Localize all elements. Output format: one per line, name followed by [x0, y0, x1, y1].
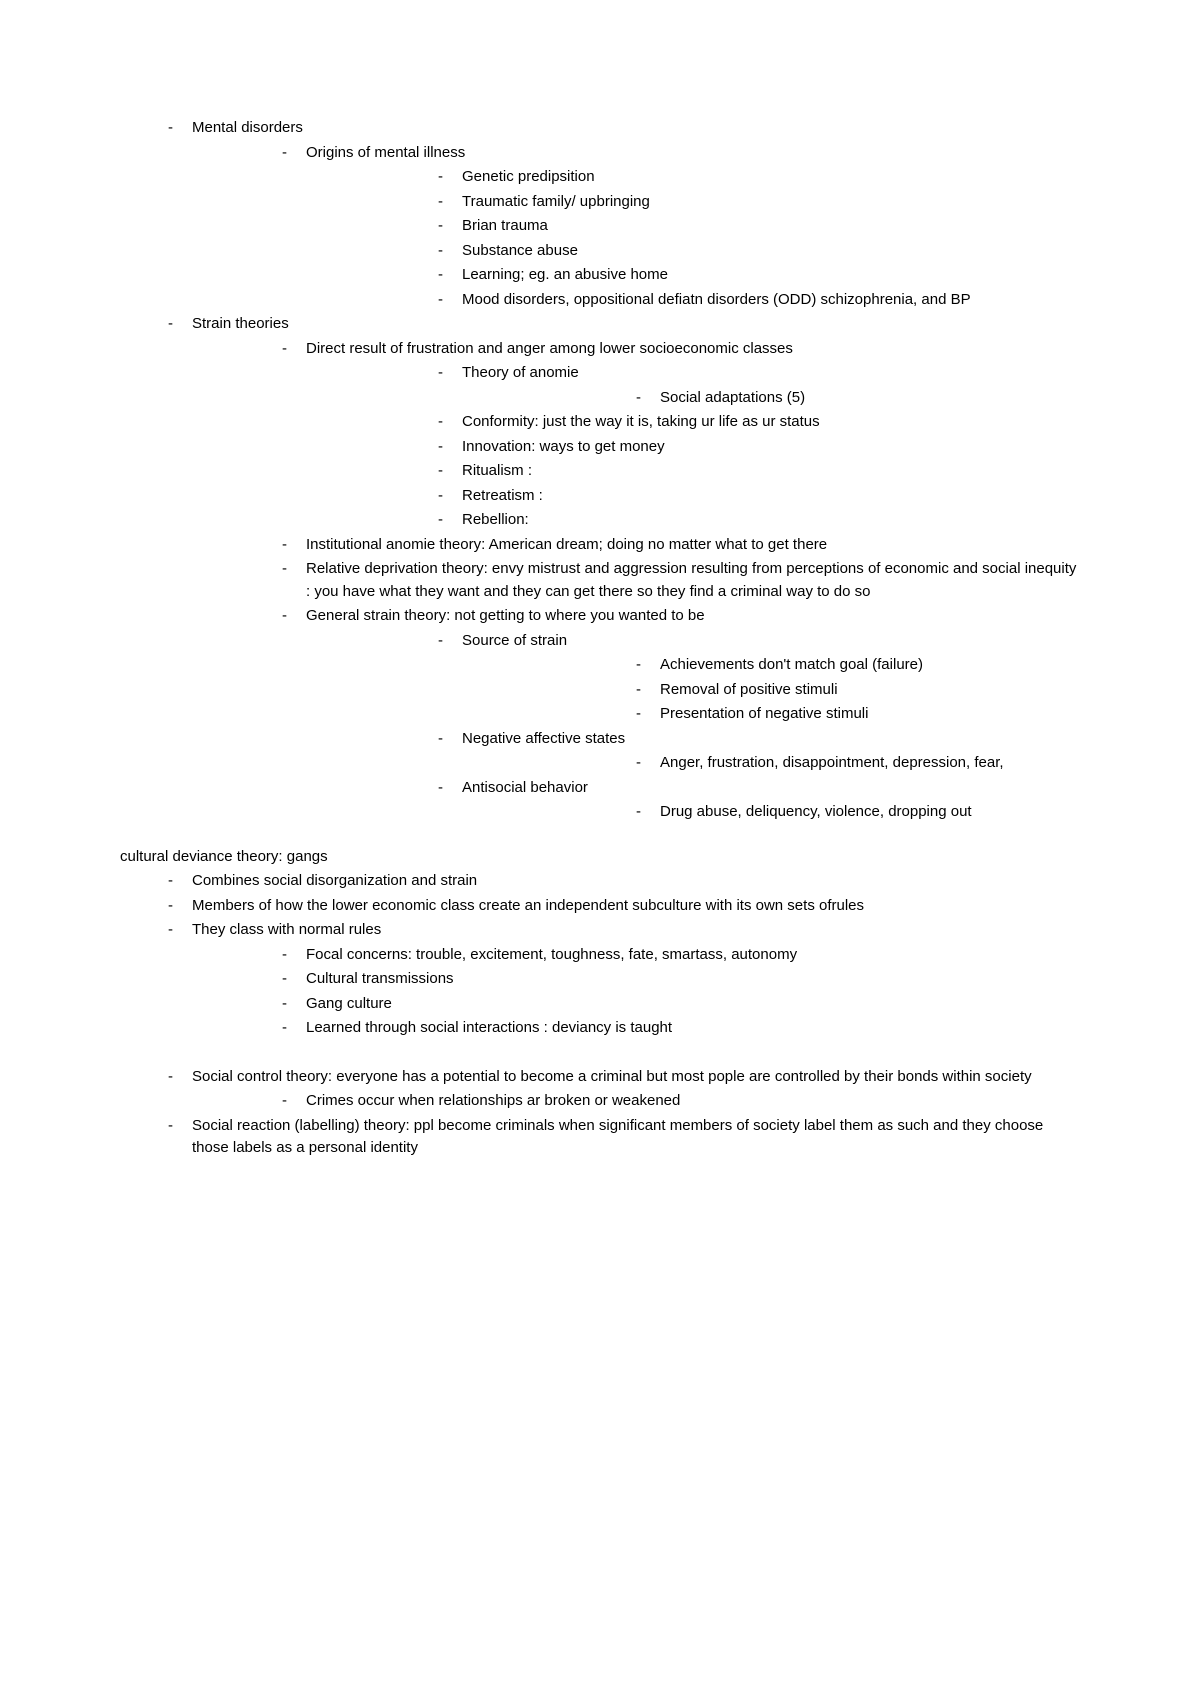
list-item: Genetic predipsition — [420, 166, 1080, 189]
item-text: Presentation of negative stimuli — [660, 705, 868, 722]
blank-line — [120, 1042, 1080, 1064]
list-item: Mental disorders Origins of mental illne… — [150, 117, 1080, 311]
item-text: Genetic predipsition — [462, 168, 595, 185]
list-item: General strain theory: not getting to wh… — [264, 605, 1080, 824]
item-text: Anger, frustration, disappointment, depr… — [660, 754, 1004, 771]
list-item: Institutional anomie theory: American dr… — [264, 534, 1080, 557]
list-item: Presentation of negative stimuli — [618, 703, 1080, 726]
list-item: Focal concerns: trouble, excitement, tou… — [264, 944, 1080, 967]
item-text: Combines social disorganization and stra… — [192, 872, 477, 889]
list-item: Theory of anomie Social adaptations (5) — [420, 362, 1080, 409]
item-text: Cultural transmissions — [306, 970, 454, 987]
item-text: Achievements don't match goal (failure) — [660, 656, 923, 673]
item-text: Social adaptations (5) — [660, 389, 805, 406]
item-text: Retreatism : — [462, 487, 543, 504]
item-text: Relative deprivation theory: envy mistru… — [306, 560, 1076, 600]
item-text: Conformity: just the way it is, taking u… — [462, 413, 820, 430]
list-item: Direct result of frustration and anger a… — [264, 338, 1080, 532]
document-page: Mental disorders Origins of mental illne… — [0, 0, 1200, 1695]
list-item: Source of strain Achievements don't matc… — [420, 630, 1080, 726]
list-item: Social adaptations (5) — [618, 387, 1080, 410]
item-text: They class with normal rules — [192, 921, 381, 938]
list-item: Members of how the lower economic class … — [150, 895, 1080, 918]
item-text: Crimes occur when relationships ar broke… — [306, 1092, 680, 1109]
item-text: Origins of mental illness — [306, 144, 465, 161]
list-item: Social control theory: everyone has a po… — [150, 1066, 1080, 1113]
item-text: Source of strain — [462, 632, 567, 649]
outline-root: Mental disorders Origins of mental illne… — [120, 117, 1080, 824]
item-text: Traumatic family/ upbringing — [462, 193, 650, 210]
item-text: Social control theory: everyone has a po… — [192, 1068, 1032, 1085]
item-text: Antisocial behavior — [462, 779, 588, 796]
item-text: Gang culture — [306, 995, 392, 1012]
list-item: Mood disorders, oppositional defiatn dis… — [420, 289, 1080, 312]
item-text: Innovation: ways to get money — [462, 438, 665, 455]
list-item: Cultural transmissions — [264, 968, 1080, 991]
list-item: Achievements don't match goal (failure) — [618, 654, 1080, 677]
list-item: Innovation: ways to get money — [420, 436, 1080, 459]
item-text: General strain theory: not getting to wh… — [306, 607, 705, 624]
item-text: Theory of anomie — [462, 364, 579, 381]
outline-social: Social control theory: everyone has a po… — [120, 1066, 1080, 1160]
item-text: Negative affective states — [462, 730, 625, 747]
item-text: Ritualism : — [462, 462, 532, 479]
section-heading: cultural deviance theory: gangs — [120, 846, 1080, 869]
item-text: Mental disorders — [192, 119, 303, 136]
item-text: Strain theories — [192, 315, 289, 332]
list-item: Drug abuse, deliquency, violence, droppi… — [618, 801, 1080, 824]
list-item: Brian trauma — [420, 215, 1080, 238]
list-item: Conformity: just the way it is, taking u… — [420, 411, 1080, 434]
item-text: Learning; eg. an abusive home — [462, 266, 668, 283]
item-text: Removal of positive stimuli — [660, 681, 838, 698]
list-item: Rebellion: — [420, 509, 1080, 532]
list-item: Learned through social interactions : de… — [264, 1017, 1080, 1040]
item-text: Focal concerns: trouble, excitement, tou… — [306, 946, 797, 963]
list-item: Gang culture — [264, 993, 1080, 1016]
list-item: Crimes occur when relationships ar broke… — [264, 1090, 1080, 1113]
item-text: Mood disorders, oppositional defiatn dis… — [462, 291, 971, 308]
list-item: Learning; eg. an abusive home — [420, 264, 1080, 287]
item-text: Members of how the lower economic class … — [192, 897, 864, 914]
item-text: Brian trauma — [462, 217, 548, 234]
item-text: Substance abuse — [462, 242, 578, 259]
list-item: Anger, frustration, disappointment, depr… — [618, 752, 1080, 775]
item-text: Social reaction (labelling) theory: ppl … — [192, 1117, 1043, 1157]
list-item: Combines social disorganization and stra… — [150, 870, 1080, 893]
list-item: Relative deprivation theory: envy mistru… — [264, 558, 1080, 603]
list-item: Ritualism : — [420, 460, 1080, 483]
item-text: Learned through social interactions : de… — [306, 1019, 672, 1036]
heading-text: cultural deviance theory: gangs — [120, 848, 328, 865]
item-text: Drug abuse, deliquency, violence, droppi… — [660, 803, 972, 820]
list-item: Negative affective states Anger, frustra… — [420, 728, 1080, 775]
list-item: Antisocial behavior Drug abuse, deliquen… — [420, 777, 1080, 824]
outline-cdt: Combines social disorganization and stra… — [120, 870, 1080, 1040]
list-item: Social reaction (labelling) theory: ppl … — [150, 1115, 1080, 1160]
list-item: Substance abuse — [420, 240, 1080, 263]
list-item: Removal of positive stimuli — [618, 679, 1080, 702]
list-item: Retreatism : — [420, 485, 1080, 508]
list-item: Strain theories Direct result of frustra… — [150, 313, 1080, 824]
item-text: Rebellion: — [462, 511, 529, 528]
item-text: Direct result of frustration and anger a… — [306, 340, 793, 357]
list-item: Origins of mental illness Genetic predip… — [264, 142, 1080, 312]
item-text: Institutional anomie theory: American dr… — [306, 536, 827, 553]
list-item: Traumatic family/ upbringing — [420, 191, 1080, 214]
list-item: They class with normal rules Focal conce… — [150, 919, 1080, 1040]
